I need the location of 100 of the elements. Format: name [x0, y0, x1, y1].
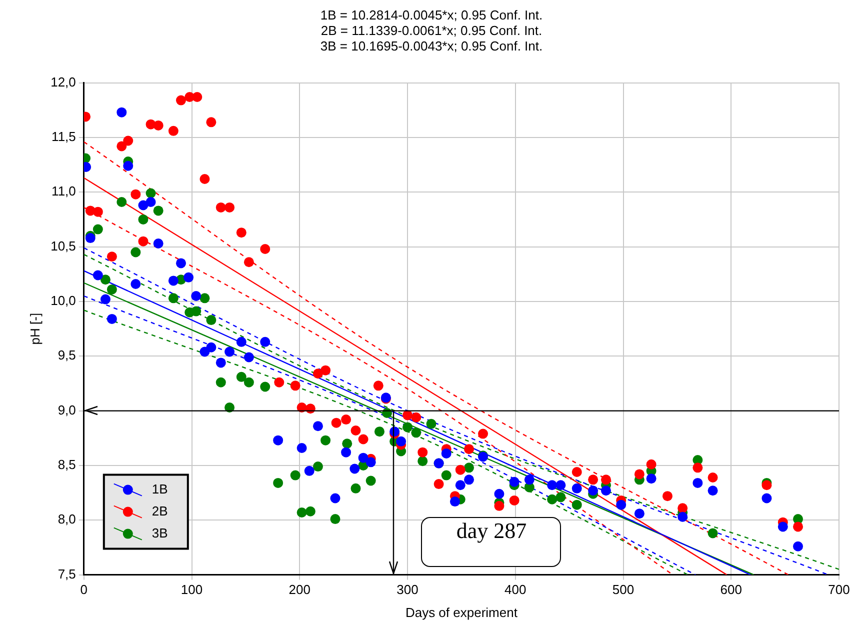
point [274, 377, 284, 388]
point [116, 141, 127, 152]
point [366, 457, 376, 468]
point [123, 160, 134, 171]
point [312, 368, 323, 379]
point [692, 462, 703, 473]
point [646, 474, 656, 484]
legend-label: 2B [152, 503, 168, 518]
point [304, 466, 314, 476]
point [455, 480, 466, 490]
point [762, 493, 772, 504]
point [312, 421, 323, 432]
point [130, 278, 141, 289]
point [373, 380, 384, 391]
point [320, 365, 331, 376]
point [601, 474, 611, 485]
x-tick-label: 300 [396, 582, 418, 598]
point [450, 496, 460, 507]
x-tick-label: 0 [80, 582, 88, 598]
point [708, 472, 718, 482]
x-axis-title: Days of experiment [405, 604, 518, 620]
point [350, 464, 360, 474]
point [92, 270, 103, 280]
point [678, 503, 688, 514]
point [130, 189, 141, 200]
point [216, 202, 226, 212]
point [464, 474, 474, 485]
point [224, 202, 235, 212]
point [509, 495, 520, 506]
point [556, 480, 566, 490]
y-tick-label: 11,5 [52, 129, 76, 144]
point [358, 452, 368, 463]
y-tick-label: 9,5 [58, 348, 76, 363]
y-tick-label: 8,0 [58, 512, 76, 527]
point [273, 435, 284, 446]
point [153, 238, 164, 249]
point [634, 469, 644, 480]
point [116, 107, 127, 118]
point [236, 228, 246, 238]
point [85, 233, 96, 244]
point [464, 444, 474, 454]
point [244, 352, 254, 362]
point [588, 474, 598, 485]
point [572, 467, 582, 478]
point [290, 380, 300, 391]
point [441, 448, 452, 458]
y-tick-label: 8,5 [58, 457, 76, 472]
ref-line-label: day 287 [421, 516, 562, 567]
x-tick-label: 200 [288, 582, 310, 598]
point [244, 257, 254, 268]
point [296, 442, 307, 453]
point [92, 206, 103, 217]
point [216, 358, 226, 368]
point [153, 120, 164, 130]
point [494, 500, 504, 511]
point [708, 486, 718, 496]
point [168, 126, 178, 136]
point [260, 244, 270, 254]
text: 3B = 10.1695-0.0043*x; 0.95 Conf. Int. [320, 38, 543, 54]
text: 1B = 10.2814-0.0045*x; 0.95 Conf. Int. [320, 7, 543, 22]
point [455, 464, 466, 475]
point [616, 500, 626, 510]
point [434, 479, 444, 490]
y-tick-label: 12,0 [50, 74, 76, 90]
point [224, 346, 235, 357]
point [572, 483, 582, 494]
point [341, 414, 352, 425]
point [524, 474, 534, 485]
y-tick-label: 10,0 [50, 293, 76, 308]
y-tick-label: 10,5 [50, 238, 76, 254]
point [358, 434, 368, 444]
point [176, 258, 186, 268]
point [260, 336, 270, 347]
point [106, 314, 117, 324]
x-tick-label: 500 [612, 582, 634, 598]
point [192, 92, 202, 102]
y-tick-label: 9,0 [58, 402, 76, 418]
x-tick-label: 700 [828, 582, 850, 598]
point [138, 200, 148, 210]
point [494, 488, 504, 499]
x-tick-label: 100 [180, 582, 203, 598]
x-tick-label: 400 [504, 582, 526, 598]
point [184, 272, 194, 282]
y-axis-title: pH [-] [27, 312, 42, 345]
point [601, 486, 611, 496]
point [331, 418, 342, 428]
legend-label: 1B [152, 481, 168, 496]
point [509, 476, 520, 487]
point [762, 480, 772, 490]
point [478, 428, 488, 439]
point [106, 252, 117, 262]
point [588, 486, 598, 496]
legend-label: 3B [152, 525, 168, 540]
point [206, 117, 216, 128]
point [123, 136, 134, 146]
point [411, 412, 422, 422]
point [396, 436, 406, 446]
point [662, 491, 672, 502]
point [341, 447, 352, 458]
y-tick-label: 11,0 [52, 184, 76, 199]
